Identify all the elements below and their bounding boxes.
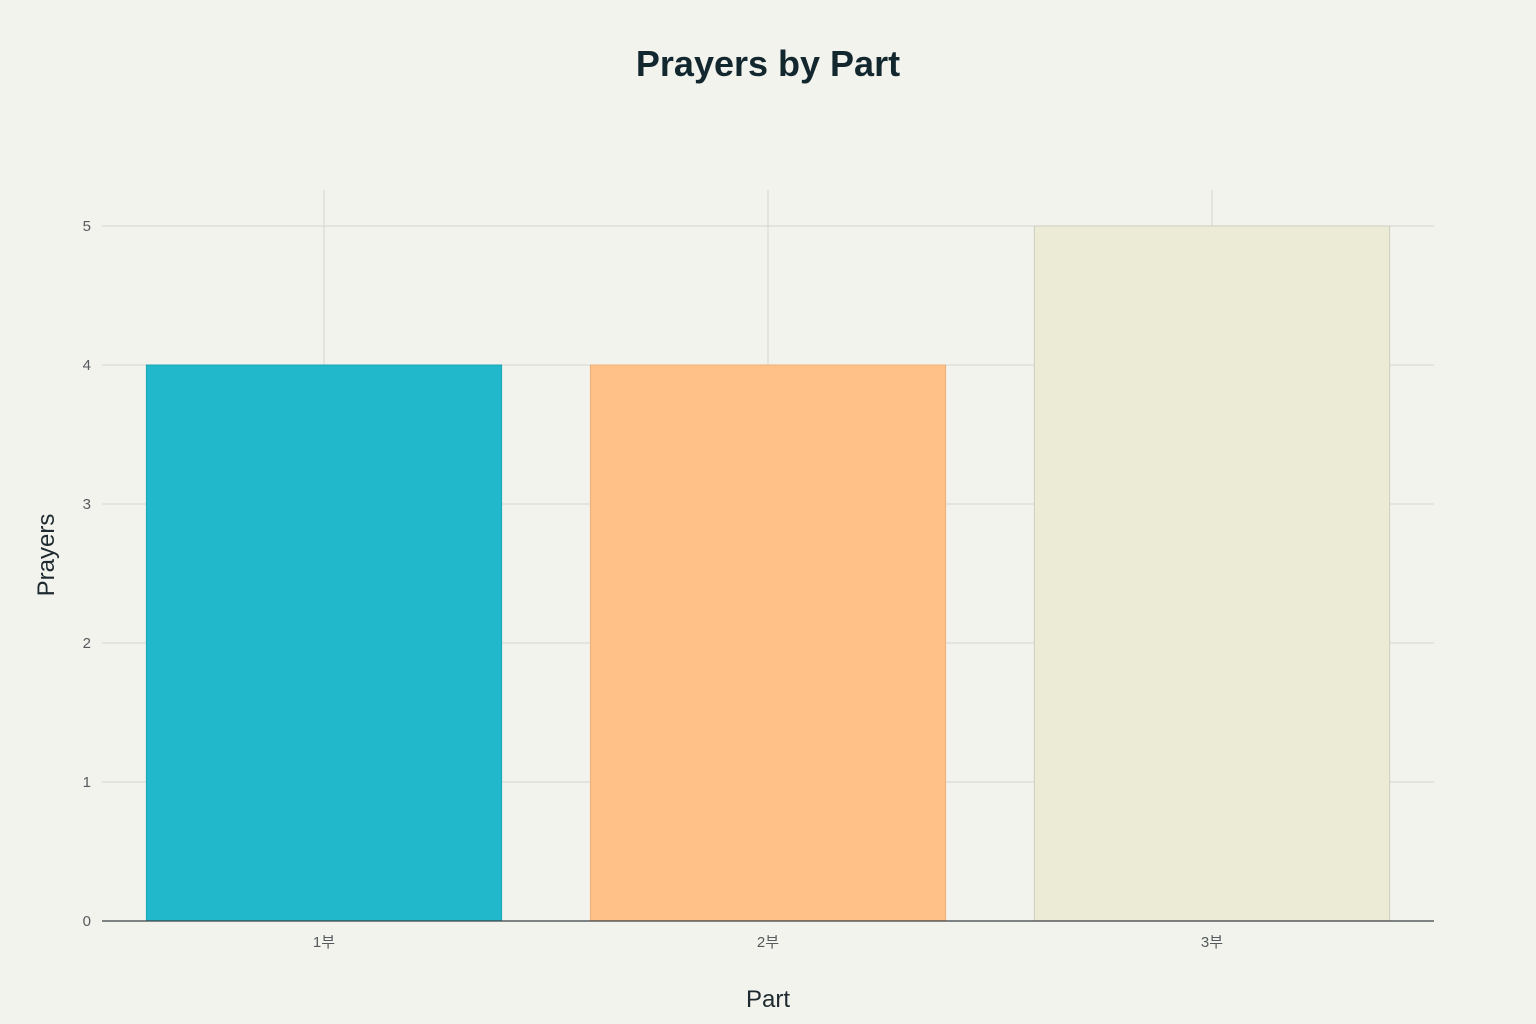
bar-1 xyxy=(145,364,503,922)
chart-title: Prayers by Part xyxy=(636,43,900,84)
x-axis-title: Part xyxy=(746,986,790,1013)
bar-3 xyxy=(1033,225,1391,922)
bar-2 xyxy=(589,364,947,922)
y-axis-title: Prayers xyxy=(33,514,60,597)
y-tick-label: 0 xyxy=(83,913,91,930)
y-tick-label: 1 xyxy=(83,774,91,791)
x-tick-label: 2부 xyxy=(757,934,779,951)
y-tick-label: 3 xyxy=(83,496,91,513)
x-tick-label: 1부 xyxy=(313,934,335,951)
y-tick-label: 2 xyxy=(83,635,91,652)
bars xyxy=(145,225,1391,922)
y-tick-label: 5 xyxy=(83,218,91,235)
x-tick-label: 3부 xyxy=(1201,934,1223,951)
y-tick-label: 4 xyxy=(83,357,91,374)
axes: 0 1 2 3 4 5 1부 2부 3부 xyxy=(83,218,1434,951)
